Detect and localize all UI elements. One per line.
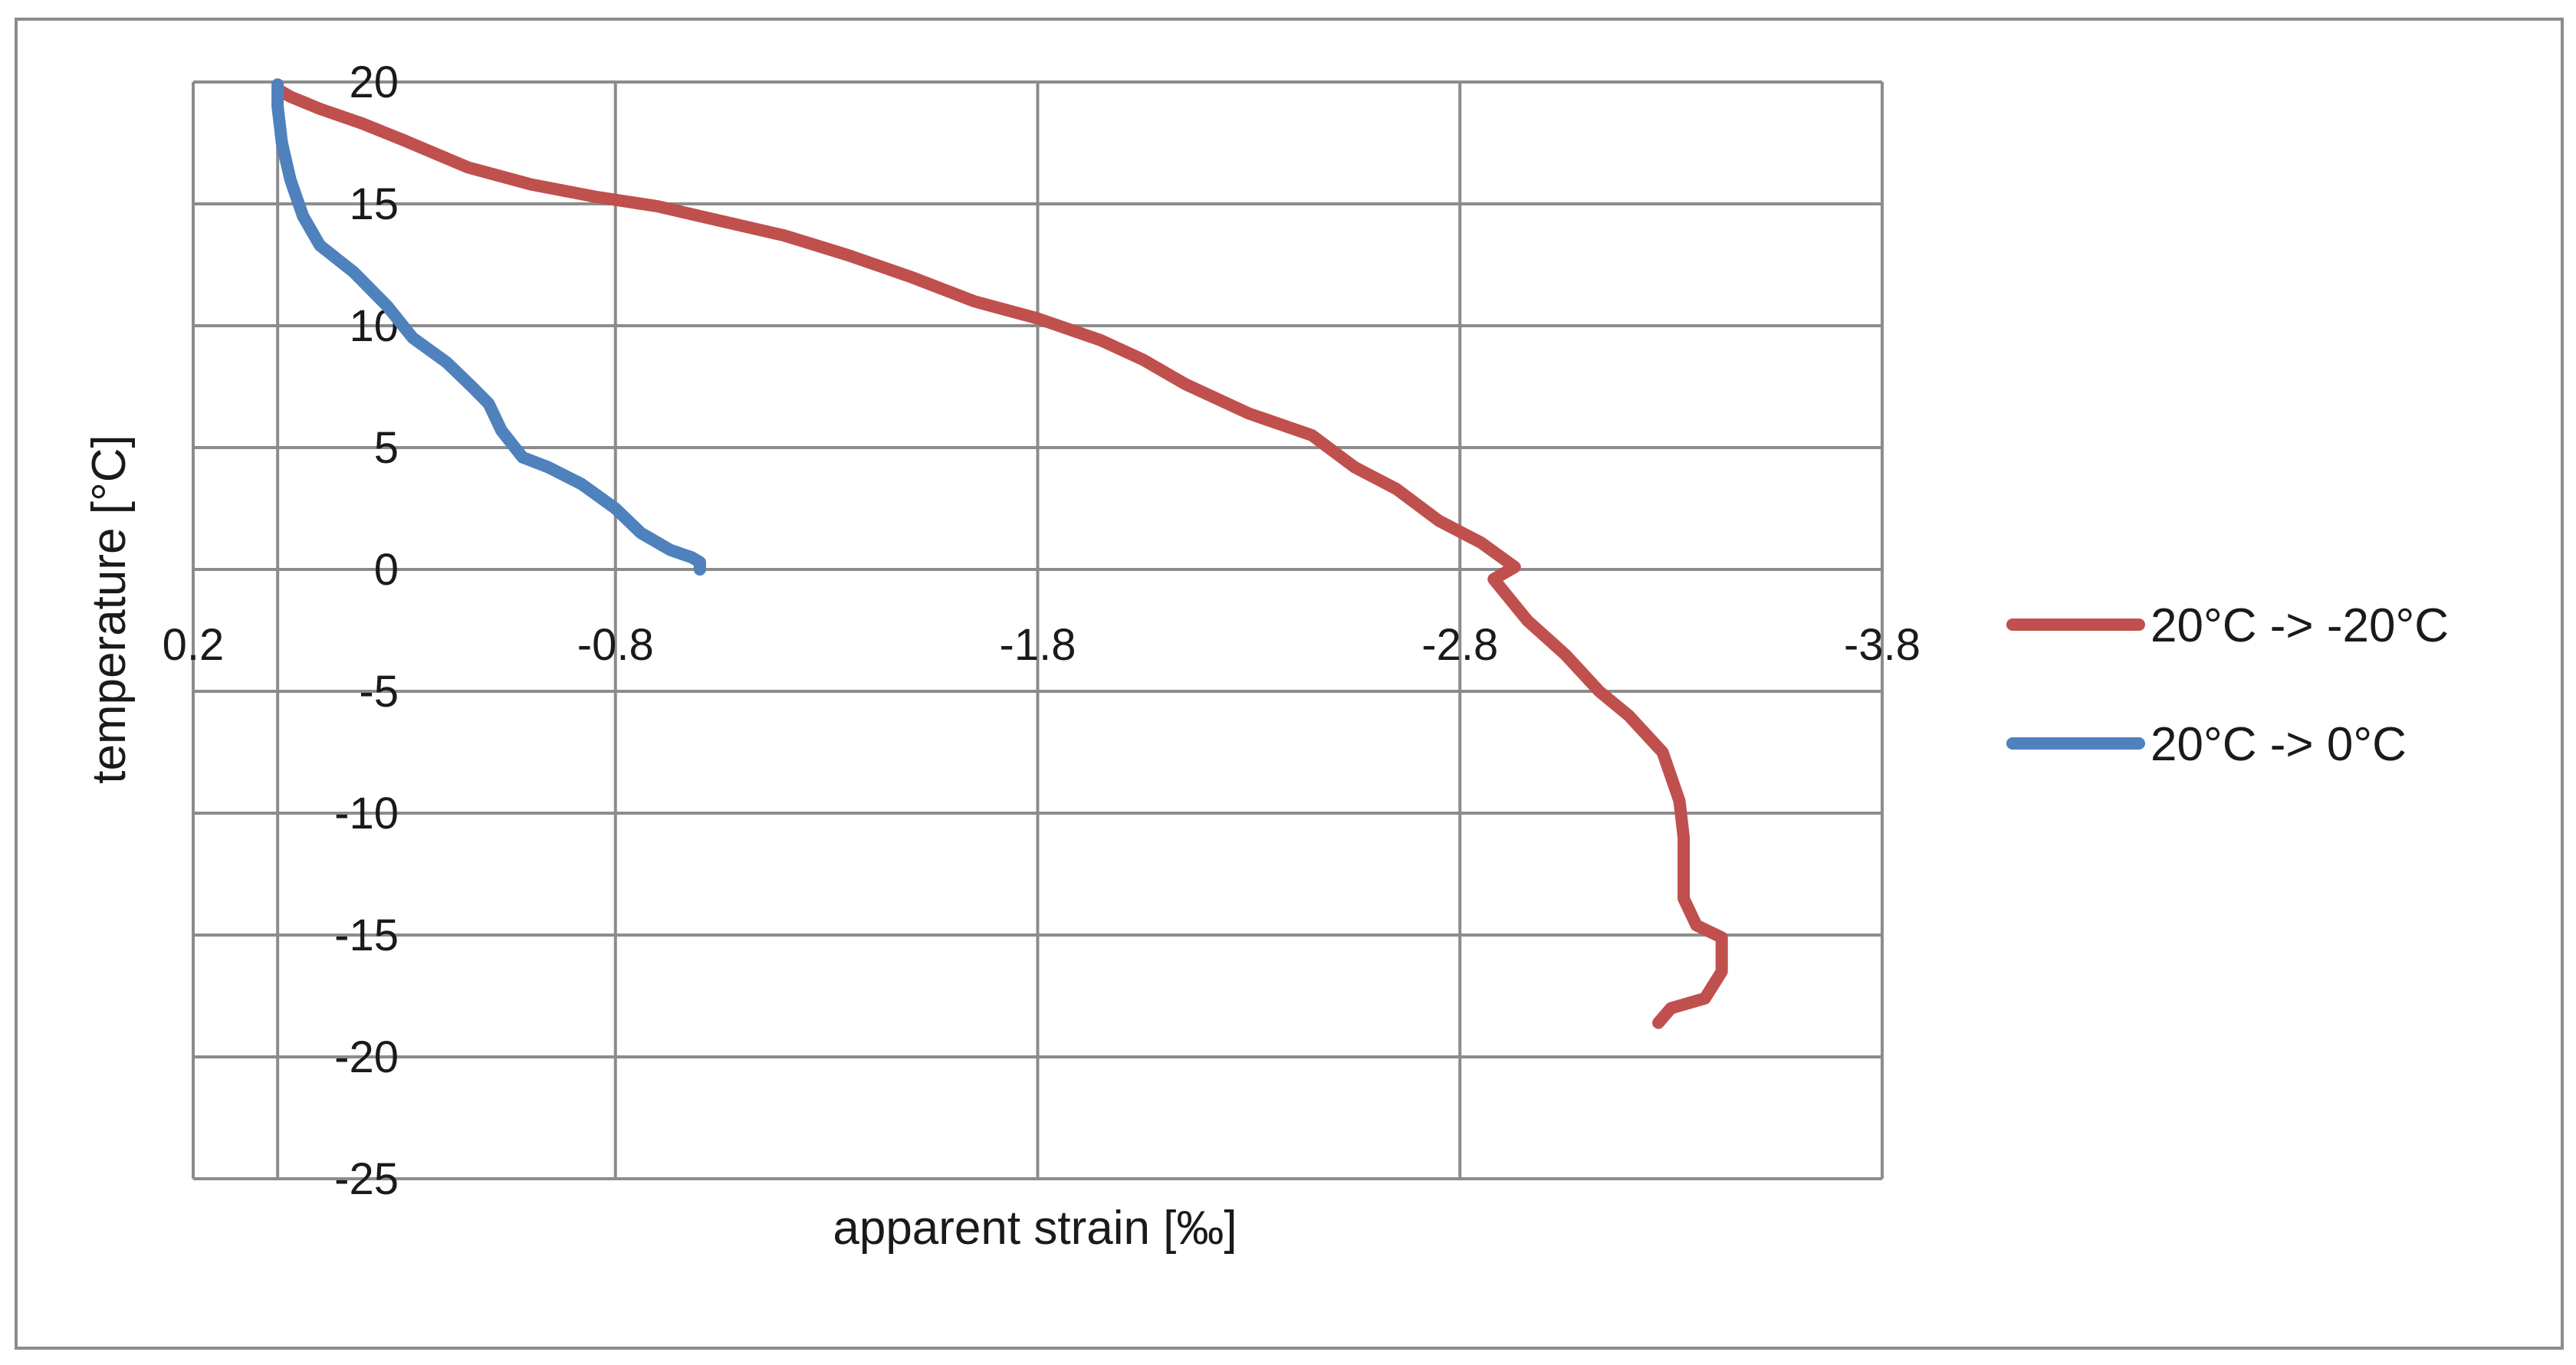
x-tick-label: 0.2 (163, 620, 225, 670)
x-axis-title: apparent strain [‰] (833, 1202, 1237, 1255)
series-line-2 (271, 78, 706, 576)
x-tick-label: -0.8 (577, 620, 654, 670)
y-tick-label: -5 (359, 667, 399, 717)
series-line-1 (271, 83, 1728, 1029)
series-lines (271, 78, 1728, 1029)
legend-label: 20°C -> -20°C (2150, 599, 2449, 652)
chart-border (15, 18, 2564, 1350)
y-tick-label: -10 (334, 789, 399, 838)
y-tick-label: 20 (349, 57, 399, 107)
x-tick-label: -1.8 (1000, 620, 1076, 670)
y-axis-title: temperature [°C] (83, 435, 136, 784)
legend: 20°C -> -20°C 20°C -> 0°C (2006, 599, 2449, 771)
x-tick-label: -3.8 (1844, 620, 1921, 670)
x-tick-label: -2.8 (1421, 620, 1498, 670)
y-tick-label: -20 (334, 1032, 399, 1082)
y-tick-label: 15 (349, 179, 399, 229)
y-tick-label: 0 (374, 545, 399, 595)
y-tick-label: -15 (334, 911, 399, 960)
y-tick-label: 5 (374, 423, 399, 473)
legend-label: 20°C -> 0°C (2150, 718, 2407, 771)
y-tick-label: -25 (334, 1154, 399, 1204)
